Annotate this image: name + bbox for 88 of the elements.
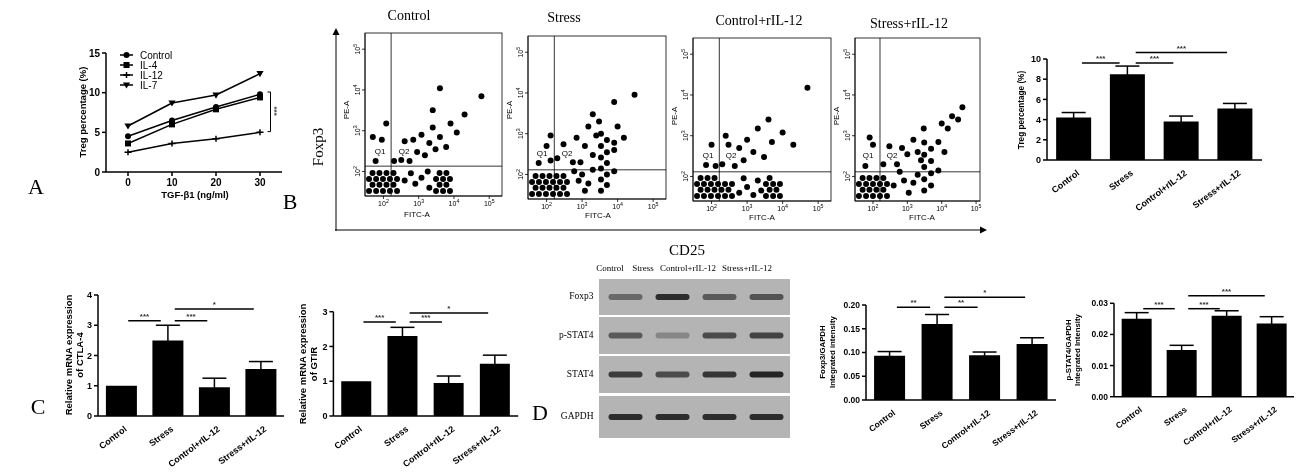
y-tick-label: 2 — [322, 341, 328, 352]
y-tick-label: 10 — [1030, 54, 1041, 65]
y-axis-title: PE-A — [342, 100, 352, 120]
x-axis-title: TGF-β1 (ng/ml) — [161, 189, 229, 201]
text: A — [28, 173, 44, 201]
text: D — [532, 399, 548, 427]
category-label: STAT4 — [566, 368, 594, 379]
category-label: Foxp3 — [569, 291, 594, 302]
y-tick-label: 3 — [322, 306, 328, 317]
chart-title: Stress+rIL-12 — [870, 15, 948, 33]
annotation: Q1 — [374, 147, 386, 157]
annotation: *** — [272, 105, 281, 116]
x-tick-label: 0 — [125, 177, 132, 188]
text: C — [30, 393, 46, 421]
annotation: *** — [1096, 54, 1107, 63]
annotation: ** — [910, 298, 918, 308]
y-axis-title: Relative mRNA expression of GTIR — [296, 303, 320, 425]
annotation: Q2 — [398, 147, 410, 157]
y-tick-label: 0 — [1035, 155, 1041, 166]
x-axis-title: FITC-A — [749, 213, 775, 223]
category-label: p-STAT4 — [558, 329, 594, 340]
legend-label: IL-7 — [140, 79, 158, 91]
y-tick-label: 4 — [1035, 114, 1041, 125]
annotation: *** — [139, 311, 151, 321]
text: CD25 — [669, 241, 705, 259]
y-tick-label: 0.00 — [843, 394, 861, 405]
annotation: * — [447, 304, 452, 313]
y-tick-label: 2 — [86, 350, 92, 361]
annotation: *** — [1154, 299, 1165, 309]
annotation: Q1 — [862, 151, 874, 161]
legend-label: Control — [140, 49, 173, 61]
x-axis-title: FITC-A — [404, 210, 430, 220]
x-tick-label: 20 — [210, 177, 222, 188]
y-axis-title: PE-A — [505, 100, 515, 120]
annotation: Q2 — [886, 151, 898, 161]
y-axis-title: Treg percentage (%) — [77, 66, 89, 158]
y-tick-label: 6 — [1035, 94, 1041, 105]
annotation: *** — [186, 311, 197, 321]
annotation: *** — [1199, 299, 1210, 309]
y-tick-label: 5 — [94, 126, 101, 138]
text: * — [983, 288, 988, 298]
y-tick-label: 1 — [322, 376, 328, 387]
x-tick-label: 30 — [254, 177, 266, 188]
y-tick-label: 0.00 — [1091, 391, 1109, 402]
y-axis-title: PE-A — [832, 106, 842, 126]
annotation: ** — [957, 298, 965, 308]
y-tick-label: 0.05 — [843, 371, 861, 382]
annotation: *** — [421, 313, 432, 322]
category-label: Stress+rIL-12 — [721, 262, 773, 274]
y-tick-label: 0.15 — [843, 323, 861, 334]
y-tick-label: 3 — [86, 320, 92, 331]
text: *** — [1221, 286, 1233, 296]
y-tick-label: 8 — [1035, 74, 1041, 85]
annotation: Q1 — [702, 151, 714, 161]
y-tick-label: 2 — [1035, 134, 1041, 145]
category-label: Control+rIL-12 — [659, 262, 717, 274]
legend-label: IL-4 — [140, 59, 158, 71]
annotation: *** — [1149, 54, 1161, 63]
category-label: GAPDH — [560, 411, 594, 422]
x-axis-title: FITC-A — [585, 211, 611, 221]
category-label: Stress — [632, 262, 654, 274]
y-tick-label: 4 — [86, 290, 92, 301]
annotation: Q2 — [561, 149, 573, 159]
y-tick-label: 0.10 — [843, 347, 861, 358]
category-label: Control — [596, 262, 624, 274]
text: *** — [1176, 43, 1187, 53]
text: Foxp3 — [309, 127, 327, 167]
y-tick-label: 0.20 — [843, 299, 861, 310]
x-axis-title: FITC-A — [909, 213, 935, 223]
y-axis-title: Treg percentage (%) — [1017, 70, 1027, 150]
annotation: *** — [374, 313, 386, 322]
annotation: Q2 — [725, 151, 737, 161]
y-tick-label: 1 — [86, 380, 92, 391]
y-tick-label: 0.02 — [1091, 329, 1109, 340]
x-tick-label: 10 — [166, 177, 178, 188]
annotation: Q1 — [536, 149, 548, 159]
chart-title: Control+rIL-12 — [715, 12, 803, 30]
annotation: * — [212, 300, 217, 309]
legend-label: IL-12 — [140, 69, 164, 81]
y-tick-label: 15 — [88, 47, 101, 59]
y-axis-title: PE-A — [670, 106, 680, 126]
y-tick-label: 0.03 — [1091, 298, 1109, 309]
chart-title: Stress — [547, 9, 581, 27]
y-axis-title: Relative mRNA expression of CTLA-4 — [62, 294, 86, 416]
y-tick-label: 10 — [88, 87, 101, 99]
y-tick-label: 0.01 — [1091, 360, 1109, 371]
text: B — [282, 188, 298, 216]
chart-title: Control — [387, 7, 431, 25]
